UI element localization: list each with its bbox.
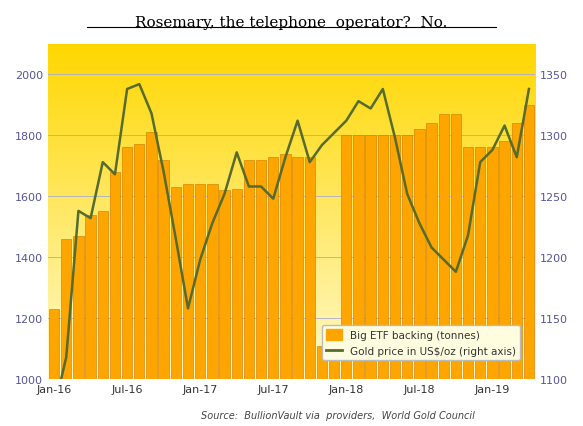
Bar xyxy=(244,160,254,426)
Bar xyxy=(61,239,72,426)
Bar xyxy=(231,189,242,426)
Text: Rosemary, the telephone  operator?  No.: Rosemary, the telephone operator? No. xyxy=(135,16,448,30)
Bar xyxy=(49,309,59,426)
Bar xyxy=(73,236,83,426)
Bar xyxy=(268,157,279,426)
Bar xyxy=(511,124,522,426)
Bar xyxy=(426,124,437,426)
Bar xyxy=(304,157,315,426)
Bar xyxy=(402,136,412,426)
Bar xyxy=(353,136,364,426)
Bar xyxy=(134,145,145,426)
Bar xyxy=(219,191,230,426)
Legend: Big ETF backing (tonnes), Gold price in US$/oz (right axis): Big ETF backing (tonnes), Gold price in … xyxy=(322,325,520,360)
Bar xyxy=(487,148,497,426)
Bar xyxy=(524,106,534,426)
Bar xyxy=(475,148,486,426)
Bar xyxy=(159,160,169,426)
Bar xyxy=(463,148,473,426)
Bar xyxy=(146,133,157,426)
Bar xyxy=(378,136,388,426)
Bar xyxy=(438,115,449,426)
Bar xyxy=(329,346,339,426)
Bar xyxy=(86,215,96,426)
Bar xyxy=(280,154,290,426)
Bar xyxy=(317,346,327,426)
Bar xyxy=(171,188,181,426)
Bar xyxy=(451,115,461,426)
Bar xyxy=(500,142,510,426)
Bar xyxy=(414,130,424,426)
Bar xyxy=(207,184,217,426)
Bar xyxy=(195,184,205,426)
Bar xyxy=(293,157,303,426)
Bar xyxy=(122,148,132,426)
Bar xyxy=(183,184,193,426)
Bar xyxy=(341,136,352,426)
Bar xyxy=(256,160,266,426)
Bar xyxy=(390,136,400,426)
Bar xyxy=(110,173,120,426)
Text: Source:  BullionVault via  providers,  World Gold Council: Source: BullionVault via providers, Worl… xyxy=(201,411,475,420)
Bar xyxy=(97,212,108,426)
Bar xyxy=(366,136,376,426)
